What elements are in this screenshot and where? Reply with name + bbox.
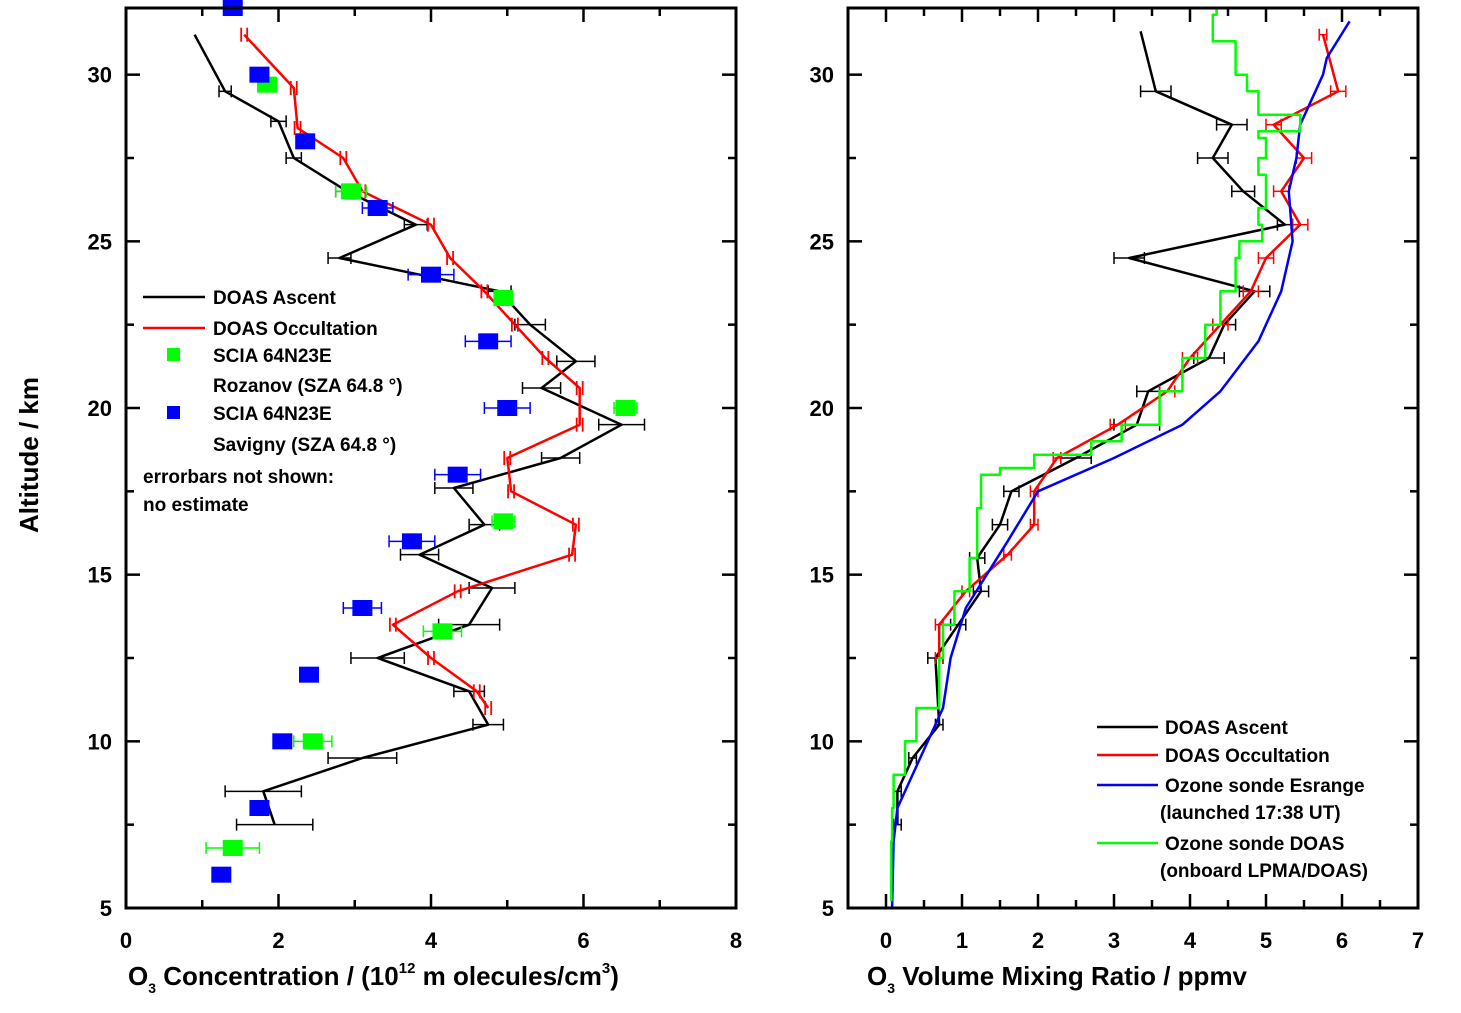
x-tick-label: 1 (956, 928, 968, 953)
series-1 (934, 28, 1347, 664)
series-3 (211, 0, 531, 883)
data-point (340, 183, 361, 200)
right-plot-frame (846, 6, 1420, 910)
legend-r-sonde-label-2: (onboard LPMA/DOAS) (1160, 861, 1368, 882)
left-plot-data (193, 0, 646, 883)
y-tick-label: 5 (822, 896, 834, 921)
right-panel: 5 10 15 20 25 30 0 1 2 3 4 5 6 7 O3 Volume Mixing Rat… (810, 6, 1424, 996)
data-point (447, 466, 468, 483)
x-tick-label: 0 (880, 928, 892, 953)
legend-occultation-label: DOAS Occultation (213, 319, 378, 340)
legend-savigny-label-1: SCIA 64N23E (213, 404, 332, 425)
data-point (493, 290, 514, 306)
y-tick-label: 15 (88, 563, 112, 588)
legend-r-esrange-label-1: Ozone sonde Esrange (1165, 776, 1365, 797)
left-y-axis-label: Altitude / km (14, 377, 44, 533)
x-tick-label: 4 (425, 928, 438, 953)
series-0 (892, 30, 1294, 831)
left-axis-ticks: 5 10 15 20 25 30 0 2 4 6 8 (88, 8, 742, 953)
x-tick-label: 5 (1260, 928, 1272, 953)
y-tick-label: 30 (810, 63, 834, 88)
x-tick-label: 6 (577, 928, 589, 953)
series-line (890, 20, 1351, 909)
legend-r-occultation-label: DOAS Occultation (1165, 746, 1330, 767)
series-line (896, 30, 1287, 825)
y-tick-label: 25 (88, 229, 112, 254)
x-tick-label: 7 (1412, 928, 1424, 953)
data-point (272, 733, 293, 750)
data-point (432, 623, 453, 640)
data-point (493, 513, 514, 530)
data-point (367, 200, 388, 216)
x-tick-label: 0 (120, 928, 132, 953)
legend-rozanov-label-2: Rozanov (SZA 64.8 °) (213, 376, 403, 397)
data-point (295, 133, 316, 150)
y-tick-label: 10 (810, 729, 834, 754)
right-x-axis-label: O3 Volume Mixing Ratio / ppmv (867, 961, 1248, 996)
right-legend: DOAS Ascent DOAS Occultation Ozone sonde… (1097, 718, 1368, 882)
data-point (352, 600, 373, 616)
x-tick-label: 2 (1032, 928, 1044, 953)
data-point (401, 533, 422, 550)
legend-note-2: no estimate (143, 495, 249, 516)
legend-ascent-label: DOAS Ascent (213, 288, 336, 309)
series-3 (890, 6, 1302, 902)
data-point (615, 400, 636, 416)
y-tick-label: 10 (88, 729, 112, 754)
y-tick-label: 20 (88, 396, 112, 421)
series-1 (240, 27, 584, 715)
data-point (302, 733, 323, 750)
series-2 (205, 76, 638, 856)
series-line (243, 33, 581, 709)
legend-rozanov-label-1: SCIA 64N23E (213, 346, 332, 367)
legend-r-sonde-label-1: Ozone sonde DOAS (1165, 834, 1344, 855)
x-tick-label: 2 (272, 928, 284, 953)
x-tick-label: 3 (1108, 928, 1120, 953)
x-tick-label: 4 (1184, 928, 1197, 953)
right-plot-data (890, 6, 1351, 909)
legend-savigny-label-2: Savigny (SZA 64.8 °) (213, 435, 396, 456)
legend-r-ascent-label: DOAS Ascent (1165, 718, 1288, 739)
y-tick-label: 25 (810, 229, 834, 254)
legend-rozanov-swatch (167, 348, 180, 361)
y-tick-label: 5 (100, 896, 112, 921)
series-line (937, 34, 1340, 658)
left-plot-frame (124, 6, 738, 910)
x-tick-label: 8 (730, 928, 742, 953)
right-axis-ticks: 5 10 15 20 25 30 0 1 2 3 4 5 6 7 (810, 8, 1424, 953)
series-line (890, 6, 1302, 902)
series-2 (890, 20, 1351, 909)
left-panel: 5 10 15 20 25 30 0 2 4 6 8 Altitude / km O3 Concen… (14, 0, 742, 996)
left-legend: DOAS Ascent DOAS Occultation SCIA 64N23E… (143, 288, 403, 516)
data-point (478, 333, 499, 350)
series-0 (193, 34, 646, 831)
legend-savigny-swatch (167, 406, 180, 419)
data-point (249, 800, 270, 816)
series-line (193, 34, 623, 826)
y-tick-label: 20 (810, 396, 834, 421)
data-point (497, 400, 518, 416)
data-point (249, 66, 270, 83)
data-point (211, 866, 232, 883)
data-point (421, 266, 441, 283)
data-point (222, 840, 243, 856)
legend-r-esrange-label-2: (launched 17:38 UT) (1160, 803, 1341, 824)
y-tick-label: 15 (810, 563, 834, 588)
left-x-axis-label: O3 Concentration / (1012 m olecules/cm3) (128, 960, 619, 996)
data-point (299, 666, 319, 683)
legend-note-1: errorbars not shown: (143, 467, 334, 488)
y-tick-label: 30 (88, 63, 112, 88)
x-tick-label: 6 (1336, 928, 1348, 953)
